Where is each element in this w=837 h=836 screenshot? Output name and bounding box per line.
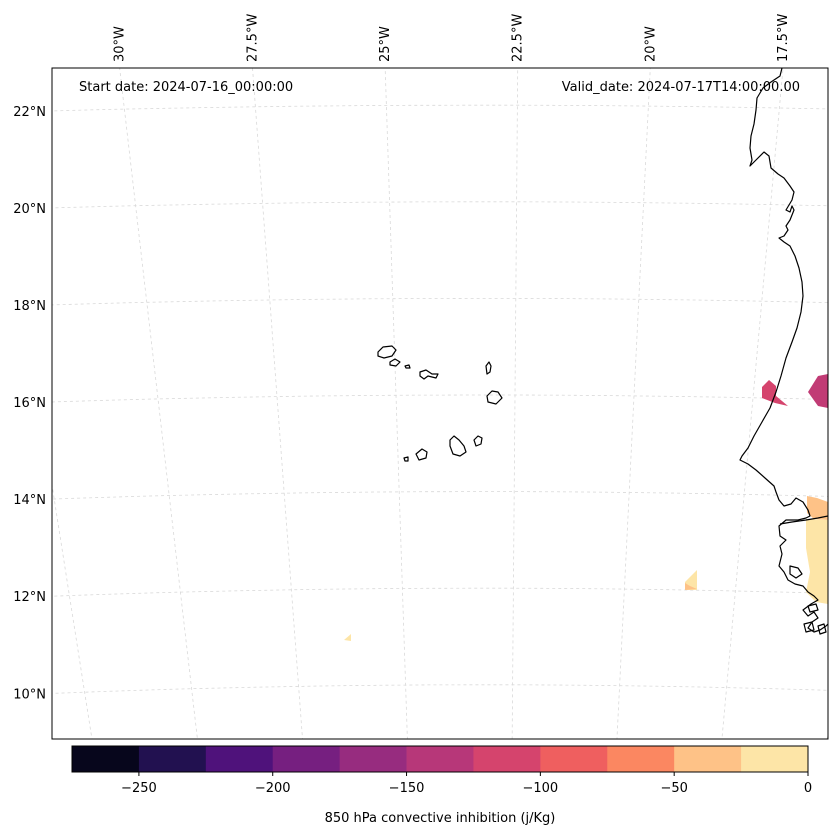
longitude-labels: 32.5°W30°W27.5°W25°W22.5°W20°W17.5°W	[113, 14, 791, 62]
colorbar-tick-label: 0	[804, 781, 812, 796]
cape-verde-sao-vicente	[389, 358, 401, 367]
cape-verde-sal	[485, 361, 492, 375]
latitude-tick-label: 14°N	[13, 493, 46, 508]
map-frame	[51, 67, 829, 740]
cin-patch-offshore-12n-edge	[685, 583, 697, 590]
longitude-tick-label: 25°W	[378, 26, 393, 62]
gridlines	[0, 9, 837, 739]
colorbar-segment	[406, 746, 474, 772]
latitude-tick-label: 10°N	[13, 687, 46, 702]
colorbar-segment	[473, 746, 541, 772]
colorbar-segment	[72, 746, 140, 772]
parallel-line	[52, 394, 828, 408]
colorbar-tick-label: −250	[121, 781, 157, 796]
parallel-line	[52, 298, 828, 311]
cape-verde-boa-vista	[486, 390, 503, 405]
colorbar-segment	[540, 746, 608, 772]
latitude-labels: 22°N 20°N 18°N 16°N 14°N 12°N 10°N	[13, 105, 46, 703]
colorbar-tick-label: −50	[660, 781, 687, 796]
colorbar-title: 850 hPa convective inhibition (j/Kg)	[325, 811, 556, 826]
longitude-tick-label: 22.5°W	[511, 14, 526, 62]
colorbar-segment	[205, 746, 274, 772]
start-date-label: Start date: 2024-07-16_00:00:00	[79, 80, 293, 95]
colorbar-ticks: −250 −200 −150 −100 −50 0	[121, 772, 812, 796]
latitude-tick-label: 18°N	[13, 299, 46, 314]
cape-verde-santa-luzia	[404, 364, 411, 369]
parallel-line	[0, 9, 837, 21]
colorbar-segment	[339, 746, 407, 772]
latitude-tick-label: 12°N	[13, 590, 46, 605]
latitude-tick-label: 16°N	[13, 396, 46, 411]
colorbar-segment	[674, 746, 742, 772]
colorbar-frame	[71, 745, 809, 773]
colorbar	[72, 746, 809, 772]
latitude-tick-label: 20°N	[13, 202, 46, 217]
longitude-tick-label: 20°W	[643, 26, 658, 62]
longitude-tick-label: 27.5°W	[246, 14, 261, 62]
cin-patch-guinea-bissau	[806, 519, 828, 604]
cape-verde-santo-antao	[377, 345, 397, 359]
colorbar-segment	[272, 746, 341, 772]
meridian-line	[249, 68, 307, 739]
longitude-tick-label: 30°W	[113, 26, 128, 62]
cape-verde-maio	[473, 435, 483, 447]
meridian-line	[614, 68, 653, 739]
meridian-line	[383, 68, 410, 739]
colorbar-tick-label: −100	[523, 781, 559, 796]
colorbar-tick-label: −200	[255, 781, 291, 796]
meridian-line	[511, 68, 519, 739]
colorbar-segment	[741, 746, 809, 772]
coastlines	[377, 68, 828, 635]
longitude-tick-label: 17.5°W	[776, 14, 791, 62]
colorbar-tick-label: −150	[389, 781, 425, 796]
parallel-line	[52, 587, 828, 601]
parallel-line	[52, 104, 828, 118]
cape-verde-santiago	[449, 435, 467, 457]
gambia-river-outline	[779, 515, 828, 525]
cin-patch-east-edge	[808, 374, 828, 408]
parallel-line	[52, 684, 828, 697]
guinea-bissau-islands	[789, 565, 827, 635]
cin-patch-offshore-11n	[344, 634, 351, 641]
cape-verde-brava	[403, 456, 409, 462]
meridian-line	[52, 68, 101, 739]
colorbar-segment	[607, 746, 675, 772]
colorbar-segment	[138, 746, 207, 772]
cape-verde-sao-nicolau	[419, 369, 439, 380]
meridian-line	[717, 68, 787, 739]
cin-patch-gambia	[807, 496, 828, 520]
cape-verde-fogo	[415, 448, 428, 461]
valid-date-label: Valid_date: 2024-07-17T14:00:00.00	[562, 80, 800, 95]
africa-coastline	[739, 68, 828, 633]
latitude-tick-label: 22°N	[13, 105, 46, 120]
parallel-line	[52, 201, 828, 214]
map-background	[52, 68, 828, 739]
